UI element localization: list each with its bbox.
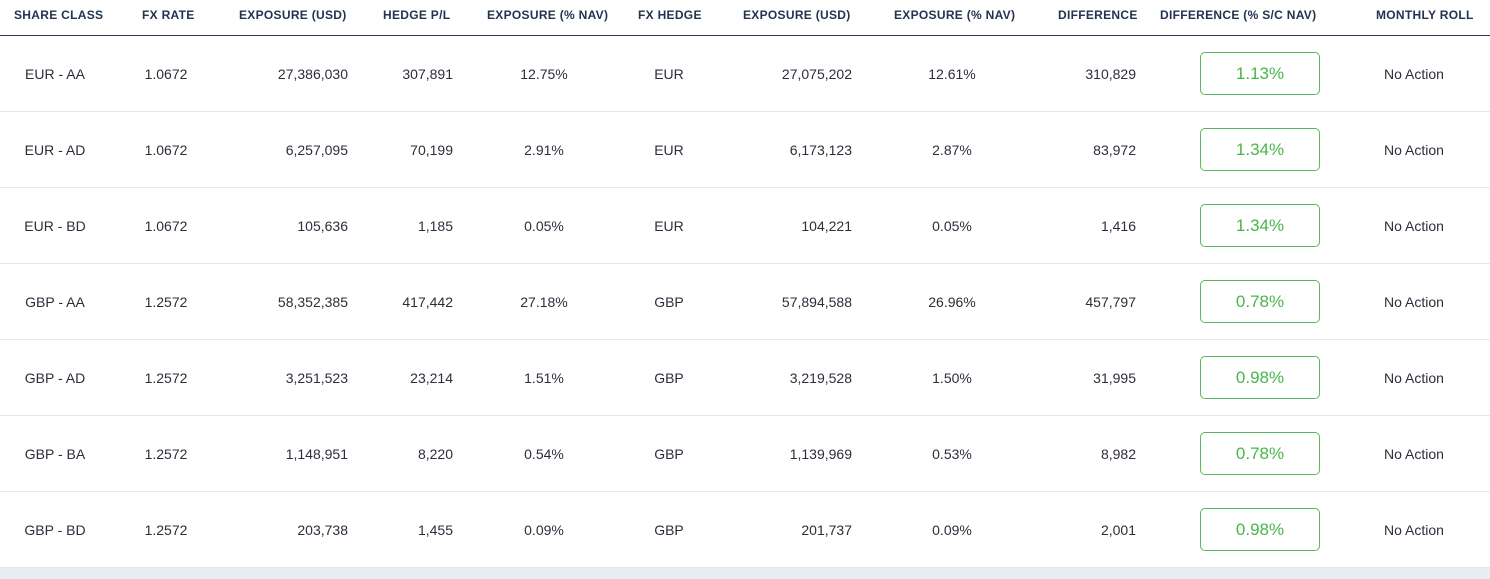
cell-share-class: EUR - BD bbox=[24, 218, 86, 234]
col-header-hedge-pl[interactable]: HEDGE P/L bbox=[383, 8, 451, 22]
cell-fx-hedge: EUR bbox=[654, 142, 684, 158]
cell-fx-hedge: EUR bbox=[654, 66, 684, 82]
cell-share-class: GBP - BD bbox=[24, 522, 86, 538]
cell-hedge-exposure-nav: 0.05% bbox=[932, 218, 972, 234]
cell-hedge-pl: 70,199 bbox=[410, 142, 453, 158]
cell-fx-rate: 1.2572 bbox=[144, 294, 188, 310]
table-row[interactable]: GBP - BA 1.2572 1,148,951 8,220 0.54% GB… bbox=[0, 416, 1490, 492]
cell-hedge-exposure-usd: 3,219,528 bbox=[789, 370, 852, 386]
cell-fx-hedge: GBP bbox=[654, 522, 684, 538]
cell-difference: 83,972 bbox=[1093, 142, 1136, 158]
cell-difference: 310,829 bbox=[1085, 66, 1136, 82]
cell-exposure-usd: 105,636 bbox=[297, 218, 348, 234]
cell-fx-rate: 1.2572 bbox=[144, 522, 188, 538]
table-row[interactable]: GBP - AA 1.2572 58,352,385 417,442 27.18… bbox=[0, 264, 1490, 340]
difference-pct-badge[interactable]: 0.78% bbox=[1200, 280, 1320, 323]
cell-share-class: EUR - AA bbox=[25, 66, 85, 82]
cell-share-class: GBP - AA bbox=[25, 294, 85, 310]
cell-monthly-roll: No Action bbox=[1384, 522, 1444, 538]
col-header-fx-hedge[interactable]: FX HEDGE bbox=[638, 8, 702, 22]
cell-monthly-roll: No Action bbox=[1384, 218, 1444, 234]
cell-monthly-roll: No Action bbox=[1384, 66, 1444, 82]
cell-monthly-roll: No Action bbox=[1384, 294, 1444, 310]
cell-share-class: EUR - AD bbox=[24, 142, 86, 158]
cell-fx-rate: 1.2572 bbox=[144, 370, 188, 386]
cell-exposure-usd: 6,257,095 bbox=[285, 142, 348, 158]
difference-pct-badge[interactable]: 0.98% bbox=[1200, 508, 1320, 551]
cell-exposure-usd: 203,738 bbox=[297, 522, 348, 538]
cell-fx-hedge: GBP bbox=[654, 370, 684, 386]
cell-hedge-exposure-nav: 0.53% bbox=[932, 446, 972, 462]
cell-exposure-nav: 2.91% bbox=[524, 142, 564, 158]
cell-hedge-exposure-nav: 12.61% bbox=[928, 66, 976, 82]
cell-difference: 1,416 bbox=[1100, 218, 1136, 234]
cell-exposure-nav: 0.54% bbox=[524, 446, 564, 462]
cell-difference: 457,797 bbox=[1085, 294, 1136, 310]
cell-exposure-nav: 12.75% bbox=[520, 66, 568, 82]
table-row[interactable]: EUR - AA 1.0672 27,386,030 307,891 12.75… bbox=[0, 36, 1490, 112]
col-header-share-class[interactable]: SHARE CLASS bbox=[14, 8, 104, 22]
table-row[interactable]: GBP - AD 1.2572 3,251,523 23,214 1.51% G… bbox=[0, 340, 1490, 416]
table-row[interactable]: EUR - BD 1.0672 105,636 1,185 0.05% EUR … bbox=[0, 188, 1490, 264]
cell-fx-rate: 1.2572 bbox=[144, 446, 188, 462]
col-header-monthly-roll[interactable]: MONTHLY ROLL bbox=[1376, 8, 1474, 22]
cell-hedge-pl: 417,442 bbox=[402, 294, 453, 310]
cell-hedge-pl: 23,214 bbox=[410, 370, 453, 386]
cell-share-class: GBP - BA bbox=[24, 446, 86, 462]
col-header-fx-rate[interactable]: FX RATE bbox=[142, 8, 195, 22]
cell-exposure-nav: 27.18% bbox=[520, 294, 568, 310]
col-header-difference-pct[interactable]: DIFFERENCE (% S/C NAV) bbox=[1160, 8, 1317, 22]
cell-fx-rate: 1.0672 bbox=[144, 142, 188, 158]
cell-hedge-exposure-nav: 1.50% bbox=[932, 370, 972, 386]
col-header-exposure-usd[interactable]: EXPOSURE (USD) bbox=[239, 8, 347, 22]
cell-exposure-usd: 27,386,030 bbox=[277, 66, 348, 82]
cell-hedge-exposure-usd: 201,737 bbox=[801, 522, 852, 538]
difference-pct-badge[interactable]: 1.34% bbox=[1200, 204, 1320, 247]
cell-hedge-exposure-usd: 104,221 bbox=[801, 218, 852, 234]
cell-fx-hedge: GBP bbox=[654, 294, 684, 310]
cell-share-class: GBP - AD bbox=[24, 370, 86, 386]
cell-exposure-usd: 58,352,385 bbox=[277, 294, 348, 310]
col-header-hedge-exposure-nav[interactable]: EXPOSURE (% NAV) bbox=[894, 8, 1016, 22]
cell-monthly-roll: No Action bbox=[1384, 142, 1444, 158]
difference-pct-badge[interactable]: 1.34% bbox=[1200, 128, 1320, 171]
cell-hedge-exposure-usd: 27,075,202 bbox=[781, 66, 852, 82]
cell-fx-hedge: GBP bbox=[654, 446, 684, 462]
cell-monthly-roll: No Action bbox=[1384, 446, 1444, 462]
table-body: EUR - AA 1.0672 27,386,030 307,891 12.75… bbox=[0, 36, 1490, 568]
cell-difference: 2,001 bbox=[1100, 522, 1136, 538]
cell-hedge-exposure-usd: 6,173,123 bbox=[789, 142, 852, 158]
cell-hedge-exposure-nav: 0.09% bbox=[932, 522, 972, 538]
difference-pct-badge[interactable]: 0.98% bbox=[1200, 356, 1320, 399]
col-header-hedge-exposure-usd[interactable]: EXPOSURE (USD) bbox=[743, 8, 851, 22]
cell-hedge-exposure-usd: 57,894,588 bbox=[781, 294, 852, 310]
col-header-exposure-nav[interactable]: EXPOSURE (% NAV) bbox=[487, 8, 609, 22]
col-header-difference[interactable]: DIFFERENCE bbox=[1058, 8, 1138, 22]
cell-hedge-pl: 8,220 bbox=[417, 446, 453, 462]
cell-hedge-exposure-nav: 26.96% bbox=[928, 294, 976, 310]
cell-exposure-usd: 3,251,523 bbox=[285, 370, 348, 386]
cell-hedge-pl: 307,891 bbox=[402, 66, 453, 82]
cell-exposure-nav: 0.09% bbox=[524, 522, 564, 538]
cell-hedge-exposure-usd: 1,139,969 bbox=[789, 446, 852, 462]
table-header: SHARE CLASS FX RATE EXPOSURE (USD) HEDGE… bbox=[0, 0, 1490, 36]
table-row[interactable]: EUR - AD 1.0672 6,257,095 70,199 2.91% E… bbox=[0, 112, 1490, 188]
difference-pct-badge[interactable]: 0.78% bbox=[1200, 432, 1320, 475]
cell-exposure-usd: 1,148,951 bbox=[285, 446, 348, 462]
cell-exposure-nav: 0.05% bbox=[524, 218, 564, 234]
cell-fx-rate: 1.0672 bbox=[144, 218, 188, 234]
cell-hedge-exposure-nav: 2.87% bbox=[932, 142, 972, 158]
cell-monthly-roll: No Action bbox=[1384, 370, 1444, 386]
cell-fx-hedge: EUR bbox=[654, 218, 684, 234]
cell-exposure-nav: 1.51% bbox=[524, 370, 564, 386]
table-footer-bar bbox=[0, 568, 1490, 579]
cell-hedge-pl: 1,455 bbox=[417, 522, 453, 538]
cell-difference: 31,995 bbox=[1093, 370, 1136, 386]
table-row[interactable]: GBP - BD 1.2572 203,738 1,455 0.09% GBP … bbox=[0, 492, 1490, 568]
cell-hedge-pl: 1,185 bbox=[417, 218, 453, 234]
cell-fx-rate: 1.0672 bbox=[144, 66, 188, 82]
cell-difference: 8,982 bbox=[1100, 446, 1136, 462]
difference-pct-badge[interactable]: 1.13% bbox=[1200, 52, 1320, 95]
